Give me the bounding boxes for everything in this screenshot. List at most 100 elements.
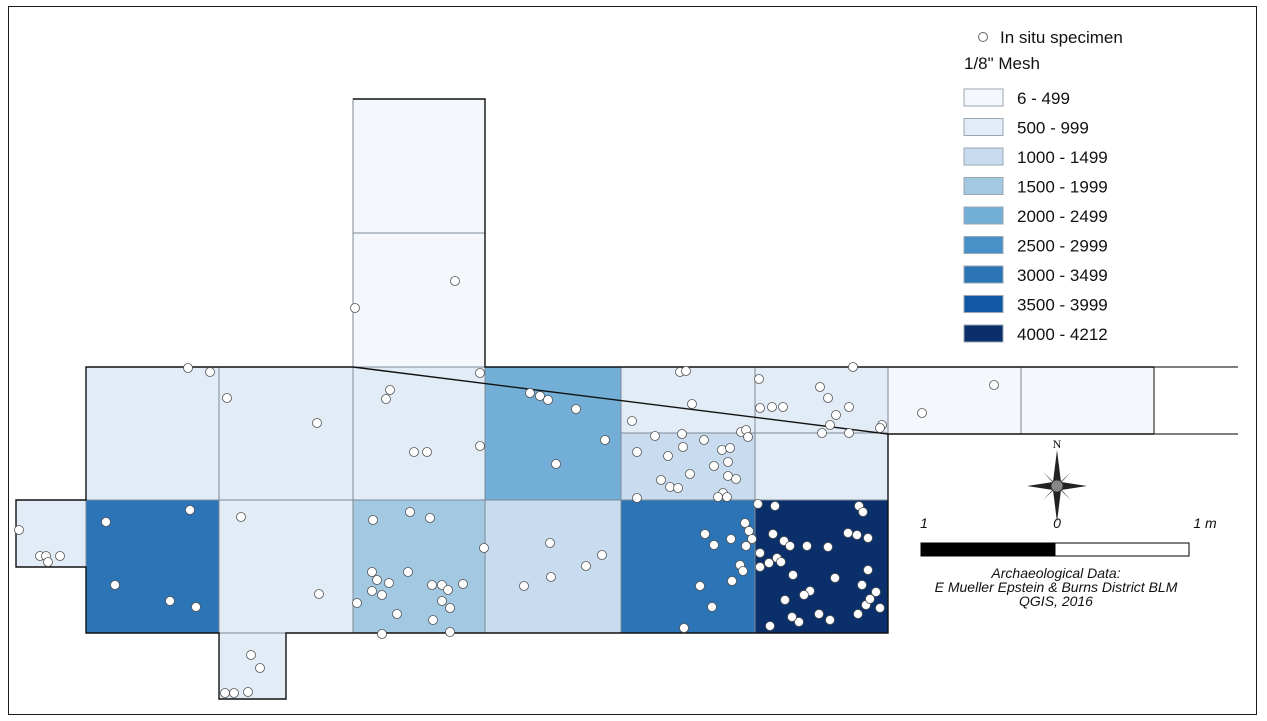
specimen-point xyxy=(236,512,246,522)
specimen-point xyxy=(458,579,468,589)
specimen-point xyxy=(368,515,378,525)
legend-swatch xyxy=(963,118,1004,136)
legend-class-label: 500 - 999 xyxy=(1017,119,1089,138)
specimen-point xyxy=(384,578,394,588)
excavation-unit xyxy=(218,499,354,634)
specimen-point xyxy=(546,572,556,582)
scale-mid-label: 0 xyxy=(1053,515,1061,531)
specimen-point xyxy=(709,461,719,471)
specimen-point xyxy=(405,507,415,517)
specimen-points xyxy=(14,276,999,698)
specimen-point xyxy=(875,603,885,613)
legend-class-label: 3500 - 3999 xyxy=(1017,296,1108,315)
specimen-point xyxy=(632,447,642,457)
legend-swatch xyxy=(963,265,1004,284)
specimen-point xyxy=(246,650,256,660)
specimen-point xyxy=(43,557,53,567)
excavation-unit xyxy=(887,366,1022,435)
legend-class-label: 2500 - 2999 xyxy=(1017,237,1108,256)
legend-swatch xyxy=(963,324,1004,343)
specimen-point xyxy=(743,432,753,442)
excavation-unit xyxy=(620,432,756,501)
specimen-point xyxy=(479,543,489,553)
specimen-point xyxy=(14,525,24,535)
legend: In situ specimen 1/8" Mesh 6 - 499 500 - … xyxy=(963,28,1123,344)
specimen-point xyxy=(350,303,360,313)
specimen-point xyxy=(425,513,435,523)
specimen-point xyxy=(741,541,751,551)
legend-class-label: 3000 - 3499 xyxy=(1017,266,1108,285)
excavation-unit xyxy=(484,499,622,634)
specimen-point xyxy=(191,602,201,612)
specimen-point xyxy=(695,581,705,591)
specimen-point xyxy=(858,507,868,517)
scale-bar-white xyxy=(1054,542,1190,557)
legend-swatch xyxy=(963,147,1004,166)
north-arrow-icon: N xyxy=(1027,437,1087,522)
excavation-unit xyxy=(218,366,354,501)
specimen-point xyxy=(665,482,675,492)
specimen-point xyxy=(445,603,455,613)
specimen-point xyxy=(843,528,853,538)
specimen-point xyxy=(183,363,193,373)
specimen-point xyxy=(776,557,786,567)
specimen-point xyxy=(571,404,581,414)
specimen-point xyxy=(727,576,737,586)
credit-line-2: E Mueller Epstein & Burns District BLM xyxy=(935,579,1178,595)
specimen-point xyxy=(844,428,854,438)
specimen-point xyxy=(314,589,324,599)
specimen-point xyxy=(385,385,395,395)
specimen-point xyxy=(255,663,265,673)
specimen-point xyxy=(726,534,736,544)
credit-line-3: QGIS, 2016 xyxy=(1019,593,1093,609)
specimen-point xyxy=(767,402,777,412)
specimen-point xyxy=(844,402,854,412)
specimen-point xyxy=(367,567,377,577)
specimen-point xyxy=(377,590,387,600)
specimen-point xyxy=(352,598,362,608)
specimen-point xyxy=(312,418,322,428)
excavation-unit xyxy=(352,232,486,368)
north-label: N xyxy=(1053,437,1062,451)
specimen-point xyxy=(755,403,765,413)
specimen-point xyxy=(765,621,775,631)
excavation-unit xyxy=(218,632,287,700)
specimen-point xyxy=(817,428,827,438)
excavation-unit xyxy=(15,499,87,568)
specimen-point xyxy=(830,573,840,583)
specimen-point xyxy=(852,530,862,540)
specimen-point xyxy=(722,492,732,502)
specimen-point xyxy=(372,575,382,585)
specimen-point xyxy=(764,558,774,568)
trench-extension xyxy=(1153,366,1238,435)
specimen-point xyxy=(700,529,710,539)
specimen-point xyxy=(731,474,741,484)
specimen-point xyxy=(673,483,683,493)
specimen-point xyxy=(525,388,535,398)
excavation-units xyxy=(15,98,1238,700)
specimen-point xyxy=(428,615,438,625)
specimen-point xyxy=(535,391,545,401)
legend-swatch xyxy=(963,206,1004,225)
specimen-point xyxy=(848,362,858,372)
specimen-point xyxy=(778,402,788,412)
excavation-unit xyxy=(620,366,756,434)
specimen-point xyxy=(699,435,709,445)
specimen-point xyxy=(409,447,419,457)
specimen-point xyxy=(101,517,111,527)
excavation-unit xyxy=(1020,366,1155,435)
scale-bar-black xyxy=(920,542,1056,557)
specimen-point xyxy=(863,533,873,543)
specimen-point xyxy=(794,617,804,627)
specimen-point xyxy=(110,580,120,590)
scale-left-label: 1 xyxy=(920,515,928,531)
specimen-point xyxy=(740,518,750,528)
specimen-point xyxy=(220,688,230,698)
specimen-point xyxy=(753,499,763,509)
legend-point-symbol xyxy=(978,32,988,42)
specimen-point xyxy=(917,408,927,418)
specimen-point xyxy=(825,615,835,625)
excavation-unit xyxy=(85,366,220,501)
credits: Archaeological Data: E Mueller Epstein &… xyxy=(935,565,1178,609)
